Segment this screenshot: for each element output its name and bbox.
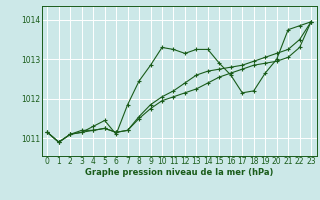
- X-axis label: Graphe pression niveau de la mer (hPa): Graphe pression niveau de la mer (hPa): [85, 168, 273, 177]
